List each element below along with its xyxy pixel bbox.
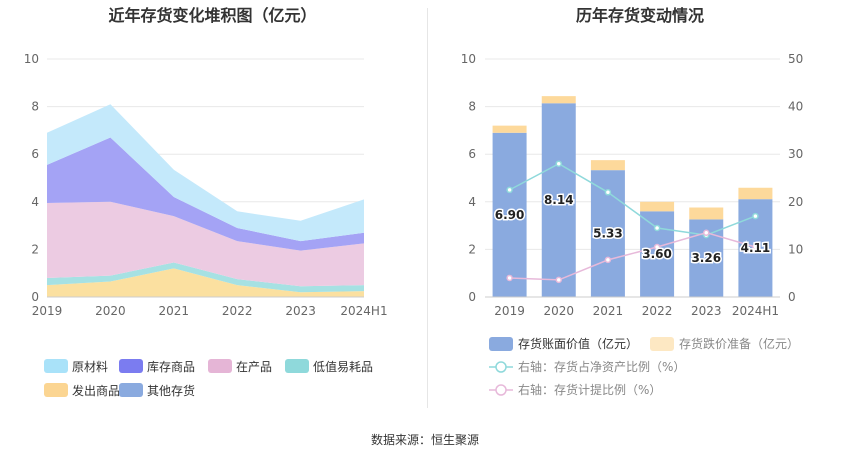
right-y2-tick-label: 50 bbox=[788, 52, 803, 66]
right-y2-tick-label: 30 bbox=[788, 147, 803, 161]
legend-line-marker bbox=[495, 384, 507, 396]
bar-segment bbox=[738, 187, 773, 200]
area-series bbox=[47, 137, 364, 251]
bar-segment bbox=[541, 96, 576, 104]
right-y-tick-label: 10 bbox=[461, 52, 476, 66]
bar-segment bbox=[590, 160, 625, 171]
legend-swatch bbox=[208, 359, 232, 373]
bar-data-label: 6.90 bbox=[495, 208, 525, 222]
area-series bbox=[47, 262, 364, 293]
bar-segment bbox=[689, 207, 724, 220]
legend-label: 原材料 bbox=[72, 360, 108, 374]
legend-label: 低值易耗品 bbox=[313, 359, 373, 374]
legend-label: 在产品 bbox=[236, 360, 272, 374]
right-y-tick-label: 2 bbox=[468, 242, 476, 256]
legend-label: 其他存货 bbox=[147, 383, 195, 398]
legend-line-marker bbox=[495, 361, 507, 373]
area-series bbox=[47, 201, 364, 287]
legend-label: 存货账面价值（亿元） bbox=[518, 336, 638, 351]
bar-data-label: 3.26 bbox=[691, 251, 721, 265]
line-point bbox=[604, 256, 612, 264]
data-source-note: 数据来源：恒生聚源 bbox=[370, 433, 479, 447]
bar-data-label: 3.60 bbox=[642, 247, 672, 261]
line-point bbox=[506, 186, 513, 194]
right-y-tick-label: 0 bbox=[468, 290, 476, 304]
legend-swatch bbox=[119, 359, 143, 373]
area-series bbox=[47, 104, 364, 242]
legend-swatch bbox=[44, 359, 68, 373]
right-x-tick-label: 2022 bbox=[642, 304, 673, 318]
line-point bbox=[506, 274, 513, 282]
left-y-tick-label: 2 bbox=[31, 242, 39, 256]
legend-label: 发出商品 bbox=[72, 383, 120, 398]
legend-label: 存货跌价准备（亿元） bbox=[679, 336, 799, 351]
right-y-tick-label: 6 bbox=[468, 147, 476, 161]
bar-segment bbox=[541, 103, 576, 297]
line-point bbox=[604, 189, 612, 196]
right-x-tick-label: 2019 bbox=[494, 304, 525, 318]
bar-segment bbox=[640, 201, 675, 212]
legend-swatch bbox=[44, 383, 68, 397]
left-chart-title: 近年存货变化堆积图（亿元） bbox=[108, 6, 317, 25]
line-point bbox=[653, 243, 661, 251]
area-series bbox=[47, 268, 364, 297]
left-y-tick-label: 8 bbox=[31, 100, 39, 114]
left-x-tick-label: 2022 bbox=[222, 304, 253, 318]
bar-data-label: 5.33 bbox=[593, 227, 623, 241]
line-point bbox=[752, 212, 759, 220]
right-y-tick-label: 8 bbox=[468, 100, 476, 114]
right-y2-tick-label: 0 bbox=[788, 290, 796, 304]
right-x-tick-label: 2021 bbox=[593, 304, 624, 318]
bar-segment bbox=[492, 125, 527, 133]
line-point bbox=[653, 224, 661, 232]
line-point bbox=[703, 229, 710, 236]
legend-label: 库存商品 bbox=[147, 359, 195, 374]
legend-label: 右轴：存货占净资产比例（%） bbox=[518, 359, 685, 374]
left-x-tick-label: 2021 bbox=[159, 304, 190, 318]
bar-data-label: 4.11 bbox=[741, 241, 771, 255]
legend-swatch bbox=[489, 337, 513, 351]
right-x-tick-label: 2020 bbox=[543, 304, 574, 318]
legend-swatch bbox=[119, 383, 143, 397]
bar-data-label: 8.14 bbox=[544, 193, 574, 207]
left-y-tick-label: 6 bbox=[31, 147, 39, 161]
left-x-tick-label: 2023 bbox=[285, 304, 316, 318]
panel-divider bbox=[427, 8, 428, 408]
left-x-tick-label: 2020 bbox=[95, 304, 126, 318]
right-x-tick-label: 2023 bbox=[691, 304, 722, 318]
ratio-line bbox=[509, 162, 756, 236]
right-y2-tick-label: 20 bbox=[788, 195, 803, 209]
right-y-tick-label: 4 bbox=[468, 195, 476, 209]
line-point bbox=[555, 160, 562, 167]
bar-segment bbox=[492, 132, 527, 297]
line-point bbox=[555, 276, 562, 284]
right-x-tick-label: 2024H1 bbox=[732, 304, 779, 318]
right-chart-title: 历年存货变动情况 bbox=[575, 6, 704, 25]
legend-label: 右轴：存货计提比例（%） bbox=[518, 382, 661, 397]
left-y-tick-label: 4 bbox=[31, 195, 39, 209]
left-y-tick-label: 0 bbox=[31, 290, 39, 304]
right-y2-tick-label: 10 bbox=[788, 242, 803, 256]
legend-swatch bbox=[650, 337, 674, 351]
left-y-tick-label: 10 bbox=[24, 52, 39, 66]
left-x-tick-label: 2019 bbox=[32, 304, 63, 318]
left-x-tick-label: 2024H1 bbox=[340, 304, 387, 318]
right-y2-tick-label: 40 bbox=[788, 100, 803, 114]
line-point bbox=[752, 243, 759, 251]
legend-swatch bbox=[285, 359, 309, 373]
ratio-line bbox=[509, 231, 756, 281]
